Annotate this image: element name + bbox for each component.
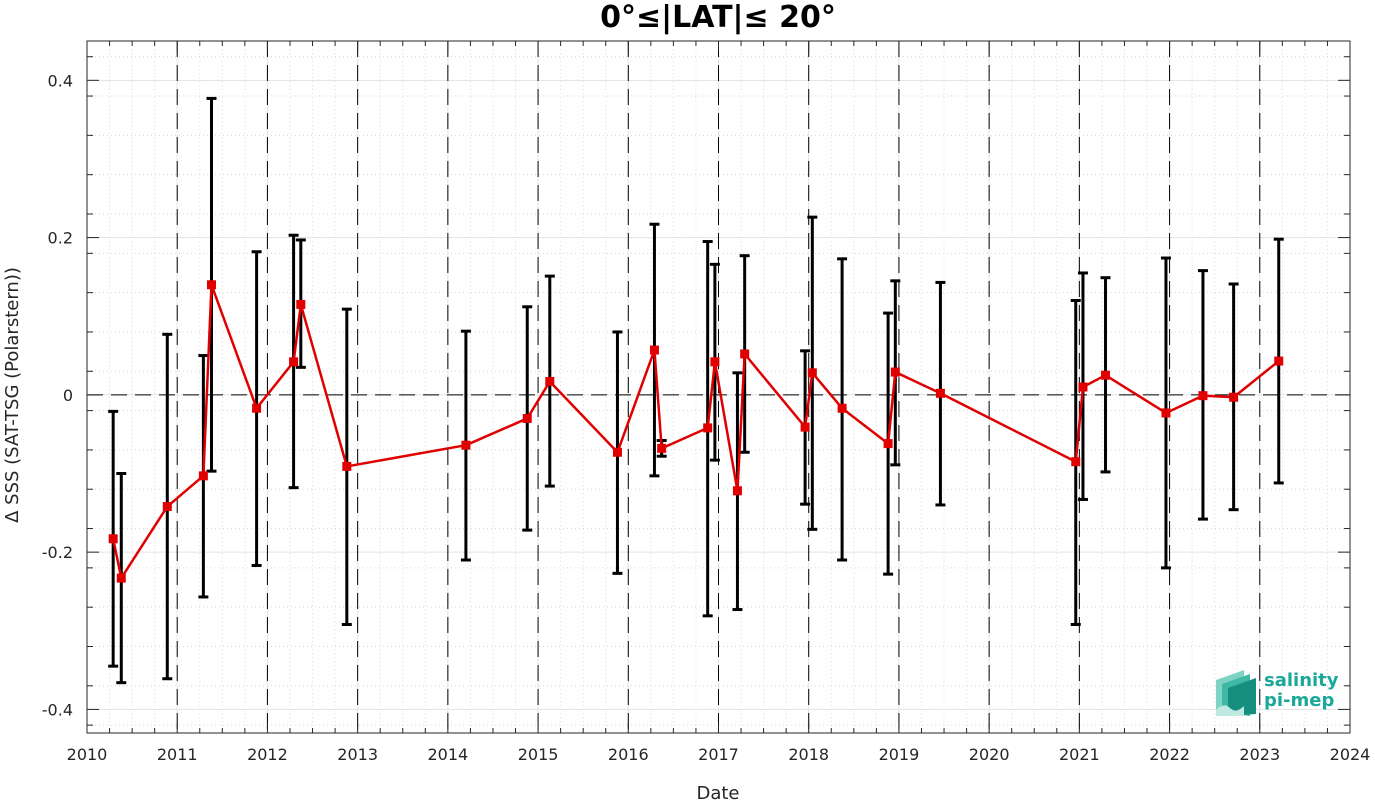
data-markers <box>108 280 1284 583</box>
data-point <box>1071 457 1081 467</box>
data-point <box>935 388 945 398</box>
x-tick-label: 2022 <box>1149 745 1190 764</box>
data-point <box>1161 408 1171 418</box>
x-tick-label: 2014 <box>427 745 468 764</box>
x-tick-label: 2011 <box>157 745 198 764</box>
data-point <box>612 447 622 457</box>
y-tick-label: 0.2 <box>48 229 73 248</box>
data-point <box>649 345 659 355</box>
chart-title: 0°≤|LAT|≤ 20° <box>600 0 836 35</box>
data-point <box>296 299 306 309</box>
data-point <box>206 280 216 290</box>
tick-marks <box>86 41 1351 733</box>
data-point <box>837 403 847 413</box>
salinity-pi-mep-logo: salinity pi-mep <box>1216 670 1339 716</box>
grid <box>86 41 1351 733</box>
data-point <box>252 403 262 413</box>
data-point <box>800 422 810 432</box>
logo-line2: pi-mep <box>1264 690 1334 711</box>
x-axis-label: Date <box>696 783 739 801</box>
data-point <box>1078 382 1088 392</box>
data-point <box>657 443 667 453</box>
data-point <box>116 573 126 583</box>
x-tick-labels: 2010 2011 2012 2013 2014 2015 2016 2017 2018 2019… <box>67 745 1371 764</box>
data-point <box>108 534 118 544</box>
x-tick-label: 2015 <box>518 745 559 764</box>
data-point <box>1229 392 1239 402</box>
data-point <box>890 367 900 377</box>
wave-icon <box>1216 670 1256 716</box>
data-point <box>703 423 713 433</box>
data-point <box>710 357 720 367</box>
data-point <box>732 486 742 496</box>
data-point <box>461 440 471 450</box>
data-point <box>198 471 208 481</box>
series-line <box>111 283 1280 580</box>
x-tick-label: 2019 <box>879 745 920 764</box>
data-point <box>740 349 750 359</box>
data-point <box>162 502 172 512</box>
x-tick-label: 2010 <box>67 745 108 764</box>
data-point <box>545 376 555 386</box>
x-tick-label: 2016 <box>608 745 649 764</box>
y-tick-label: -0.2 <box>42 543 73 562</box>
data-point <box>1198 391 1208 401</box>
data-point <box>342 461 352 471</box>
x-tick-label: 2018 <box>788 745 829 764</box>
x-tick-label: 2024 <box>1330 745 1371 764</box>
y-tick-label: -0.4 <box>42 700 73 719</box>
y-axis-label: Δ SSS (SAT-TSG (Polarstern)) <box>2 267 23 523</box>
y-tick-labels: -0.4 -0.2 0 0.2 0.4 <box>42 71 73 719</box>
data-point <box>522 413 532 423</box>
data-point <box>883 439 893 449</box>
x-tick-label: 2013 <box>337 745 378 764</box>
data-point <box>1101 370 1111 380</box>
y-tick-label: 0 <box>63 386 73 405</box>
x-tick-label: 2012 <box>247 745 288 764</box>
x-tick-label: 2017 <box>698 745 739 764</box>
data-point <box>807 368 817 378</box>
year-boundary-lines <box>176 41 1261 733</box>
y-tick-label: 0.4 <box>48 71 73 90</box>
data-point <box>1274 356 1284 366</box>
data-point <box>289 357 299 367</box>
x-tick-label: 2021 <box>1059 745 1100 764</box>
logo-line1: salinity <box>1264 670 1339 691</box>
x-tick-label: 2020 <box>969 745 1010 764</box>
x-tick-label: 2023 <box>1239 745 1280 764</box>
